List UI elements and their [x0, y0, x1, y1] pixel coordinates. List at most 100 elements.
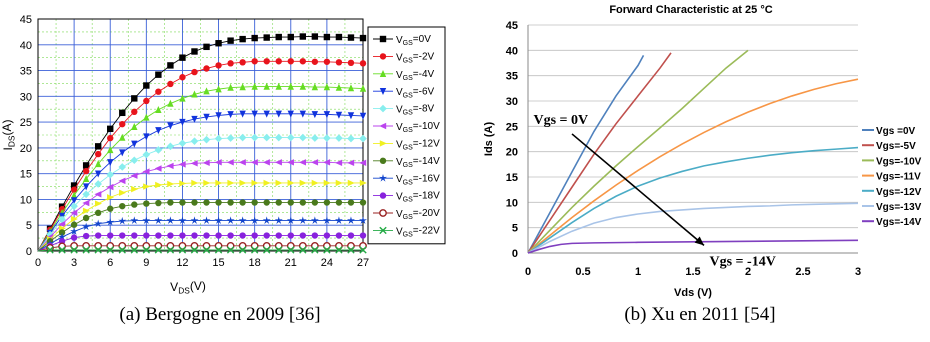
chart-b-title: Forward Characteristic at 25 °C: [609, 4, 772, 16]
chart-a-data-point: [238, 159, 246, 166]
chart-a-data-point: [250, 216, 259, 224]
chart-a-data-point: [347, 159, 355, 167]
chart-b-legend-label: Vgs=-11V: [876, 172, 921, 183]
chart-a-data-point: [143, 97, 150, 105]
chart-a-data-point: [287, 110, 294, 118]
chart-a-data-point: [70, 209, 78, 217]
chart-a-data-point: [202, 246, 211, 254]
chart-a-data-point: [178, 139, 187, 148]
chart-a-data-point: [263, 34, 270, 41]
chart-a-data-point: [119, 120, 126, 128]
chart-a-data-point: [226, 216, 235, 224]
chart-a-data-point: [58, 229, 66, 236]
chart-a-data-point: [298, 216, 307, 224]
chart-a-data-point: [179, 54, 186, 61]
chart-a-data-point: [311, 83, 319, 91]
chart-b-y-tick-label: 5: [512, 223, 518, 235]
chart-a-data-point: [275, 232, 282, 239]
chart-b-x-tick-label: 0: [525, 266, 531, 278]
chart-b-x-tick-label: 1: [635, 266, 641, 278]
chart-a-data-point: [143, 113, 150, 121]
chart-a-data-point: [179, 94, 186, 102]
chart-a-data-point: [299, 246, 307, 254]
chart-b-legend-label: Vgs=-12V: [876, 187, 922, 198]
chart-a-y-tick-label: 35: [20, 66, 32, 78]
chart-a-data-point: [155, 181, 163, 189]
chart-b-y-tick-label: 45: [506, 20, 518, 32]
chart-a-series-line: [37, 36, 364, 252]
chart-a-data-point: [227, 83, 234, 91]
chart-a-data-point: [251, 179, 259, 187]
chart-a-data-point: [190, 137, 199, 145]
chart-a-data-point: [274, 216, 283, 224]
chart-b-y-tick-label: 10: [506, 197, 518, 209]
chart-a-data-point: [82, 183, 90, 191]
chart-a-data-point: [299, 82, 307, 90]
chart-a-data-point: [166, 246, 175, 254]
chart-a-data-point: [155, 127, 162, 135]
chart-a-data-point: [94, 170, 102, 178]
chart-a-data-point: [322, 216, 331, 224]
chart-a-legend-label: VGS=-4V: [396, 69, 435, 82]
chart-a-data-point: [299, 159, 307, 166]
chart-a-data-point: [191, 48, 198, 55]
chart-a-data-point: [46, 244, 54, 252]
chart-a-data-point: [263, 58, 270, 65]
chart-a-data-point: [118, 216, 127, 225]
chart-b-y-tick-label: 15: [506, 172, 518, 184]
chart-a-data-point: [275, 246, 283, 254]
chart-a-data-point: [238, 246, 247, 254]
chart-a-series: [37, 159, 367, 252]
chart-a-data-point: [94, 143, 102, 150]
chart-a-data-point: [130, 156, 139, 165]
chart-a-data-point: [299, 199, 307, 206]
chart-b-series-line: [527, 78, 859, 254]
chart-a-data-point: [323, 199, 331, 206]
chart-a-data-point: [119, 133, 126, 141]
chart-a-data-point: [202, 216, 211, 224]
chart-a-series: [37, 199, 367, 252]
chart-a-data-point: [323, 111, 331, 119]
chart-a-data-point: [275, 82, 282, 90]
chart-a-legend-marker: [379, 209, 387, 217]
chart-a-data-point: [70, 234, 78, 241]
chart-a-data-point: [323, 83, 331, 91]
chart-a-data-point: [94, 200, 102, 207]
chart-a-series-line: [37, 245, 363, 252]
chart-a-data-point: [203, 65, 210, 72]
chart-a-data-point: [130, 246, 138, 254]
chart-a-data-point: [107, 134, 114, 142]
chart-a-legend-label: VGS=-8V: [396, 104, 435, 117]
chart-a-data-point: [70, 191, 78, 199]
chart-a-data-point: [191, 199, 198, 206]
chart-a-y-tick-label: 10: [20, 194, 32, 206]
chart-a-data-point: [226, 246, 235, 254]
chart-a-data-point: [227, 37, 234, 44]
chart-a-data-point: [167, 122, 174, 130]
chart-a-data-point: [287, 232, 294, 239]
chart-a-series-line: [37, 161, 363, 252]
chart-a-data-point: [167, 62, 174, 69]
chart-a-data-point: [287, 82, 294, 90]
chart-a-data-point: [250, 159, 258, 166]
chart-a-data-point: [215, 62, 222, 69]
chart-a-data-point: [70, 215, 78, 223]
chart-a-data-point: [166, 162, 174, 170]
chart-a-data-point: [227, 60, 234, 67]
chart-a-legend-marker: [379, 88, 387, 95]
chart-a-data-point: [239, 59, 246, 66]
chart-a-data-point: [131, 185, 139, 193]
chart-a-series: [37, 179, 367, 252]
chart-a-data-point: [214, 216, 223, 224]
chart-a-series: [37, 110, 367, 252]
chart-a-data-point: [251, 110, 258, 118]
chart-a-data-point: [359, 34, 367, 42]
chart-a-legend-box: [367, 26, 446, 245]
chart-a-data-point: [226, 134, 235, 142]
chart-a-legend-label: VGS=-18V: [396, 191, 440, 204]
chart-a-data-point: [143, 200, 150, 207]
chart-b-x-tick-label: 0.5: [575, 266, 590, 278]
chart-a-data-point: [335, 179, 343, 187]
chart-a-data-point: [299, 33, 307, 40]
